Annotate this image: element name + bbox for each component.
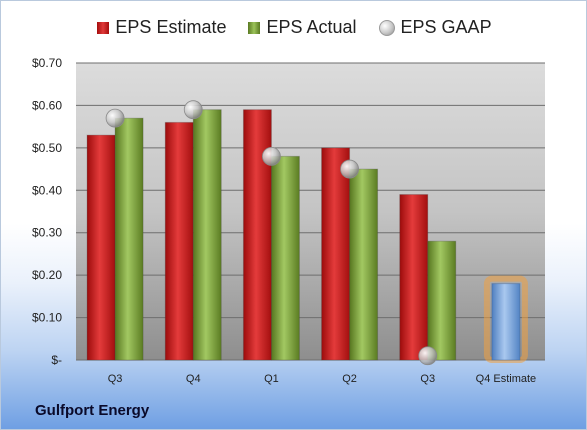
y-tick-label: $- — [51, 353, 62, 367]
eps-estimate-bar — [242, 109, 272, 361]
eps-estimate-bar — [399, 194, 429, 361]
eps-gaap-point — [418, 346, 438, 366]
x-tick-label: Q2 — [342, 373, 357, 385]
legend-item-eps-actual: EPS Actual — [248, 17, 357, 38]
x-tick-label: Q1 — [264, 373, 279, 385]
eps-actual-bar — [192, 109, 222, 361]
eps-estimate-bar — [321, 147, 351, 361]
eps-gaap-point — [340, 159, 359, 179]
x-tick-label: Q4 — [186, 373, 201, 385]
legend-swatch-eps-gaap — [378, 19, 395, 36]
eps-projection-bar — [491, 283, 521, 361]
eps-actual-bar — [427, 240, 457, 361]
legend-label-eps-actual: EPS Actual — [266, 17, 357, 37]
y-tick-label: $0.20 — [32, 268, 62, 282]
x-tick-label: Q3 — [420, 373, 435, 385]
legend-label-eps-gaap: EPS GAAP — [400, 17, 492, 37]
company-name: Gulfport Energy — [35, 402, 150, 419]
eps-gaap-point — [262, 146, 281, 166]
x-tick-label: Q3 — [108, 373, 123, 385]
eps-estimate-bar — [86, 134, 116, 361]
y-tick-label: $0.60 — [32, 98, 62, 112]
eps-actual-bar — [349, 168, 379, 361]
eps-actual-bar — [114, 117, 144, 361]
plot-area — [76, 63, 545, 360]
legend-item-eps-gaap: EPS GAAP — [378, 17, 492, 38]
y-tick-label: $0.10 — [32, 311, 62, 325]
y-tick-label: $0.40 — [32, 183, 62, 197]
legend-label-eps-estimate: EPS Estimate — [115, 17, 227, 37]
eps-gaap-point — [105, 108, 125, 128]
legend-swatch-eps-actual — [248, 21, 261, 34]
eps-actual-bar — [270, 155, 300, 361]
eps-estimate-bar — [164, 121, 194, 361]
y-tick-label: $0.30 — [32, 226, 62, 240]
x-tick-label: Q4 Estimate — [476, 373, 537, 385]
legend-item-eps-estimate: EPS Estimate — [97, 17, 226, 38]
eps-gaap-point — [183, 100, 203, 120]
legend-swatch-eps-estimate — [97, 21, 110, 34]
y-tick-label: $0.70 — [32, 56, 62, 70]
y-tick-label: $0.50 — [32, 141, 62, 155]
legend: EPS Estimate EPS Actual EPS GAAP — [1, 17, 586, 38]
